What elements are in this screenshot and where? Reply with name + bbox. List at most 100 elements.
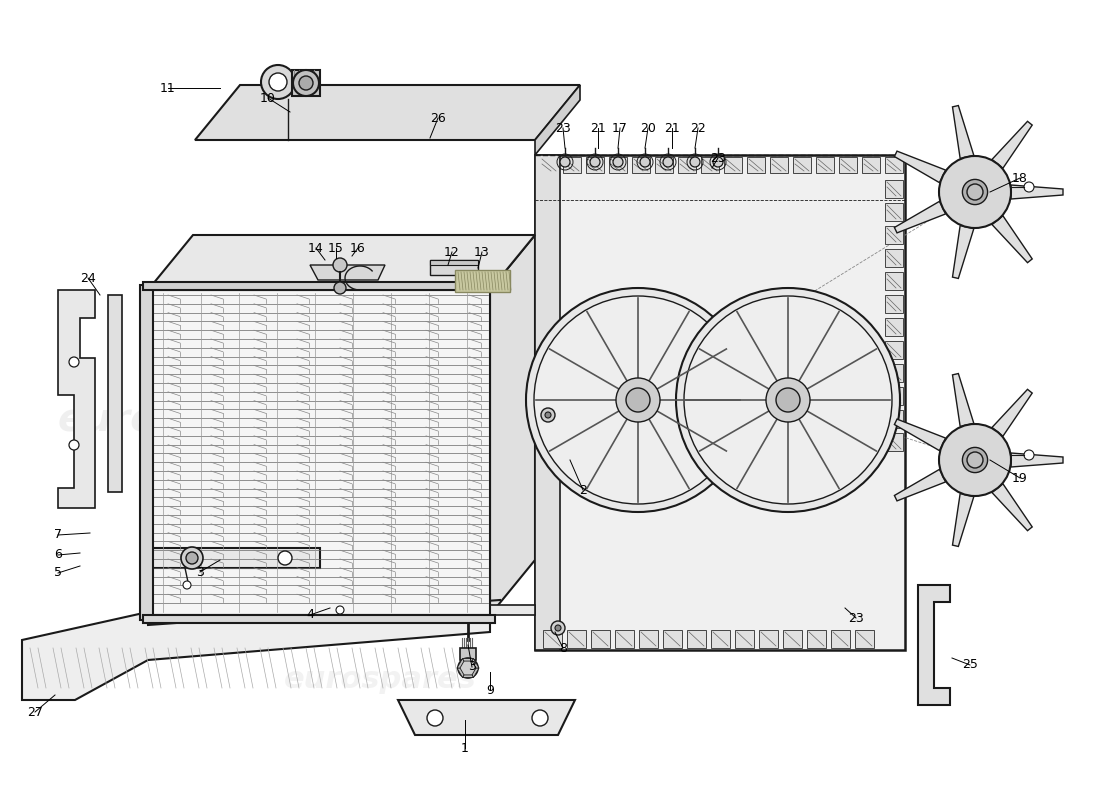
Polygon shape [1011,185,1063,199]
Polygon shape [747,157,764,173]
Polygon shape [609,157,627,173]
Circle shape [427,710,443,726]
Polygon shape [918,585,950,705]
Circle shape [626,388,650,412]
Polygon shape [735,630,754,648]
Polygon shape [148,548,320,568]
Circle shape [183,551,197,565]
Circle shape [556,625,561,631]
Polygon shape [148,605,535,615]
Polygon shape [894,470,946,501]
Polygon shape [992,216,1032,262]
Circle shape [261,65,295,99]
Polygon shape [783,630,802,648]
Circle shape [532,710,548,726]
Text: 1: 1 [461,742,469,754]
Circle shape [458,658,478,678]
Text: 21: 21 [664,122,680,134]
Circle shape [182,547,204,569]
Circle shape [333,258,346,272]
Circle shape [967,184,983,200]
Text: eurospares: eurospares [458,511,703,549]
Text: 23: 23 [848,611,864,625]
Polygon shape [430,260,478,275]
Text: 3: 3 [469,661,476,674]
Polygon shape [807,630,826,648]
Circle shape [541,408,556,422]
Circle shape [334,282,346,294]
Circle shape [560,157,570,167]
Polygon shape [540,157,558,173]
Polygon shape [566,630,586,648]
Polygon shape [639,630,658,648]
Circle shape [186,552,198,564]
Text: 5: 5 [54,566,62,579]
Polygon shape [472,668,478,678]
Polygon shape [632,157,650,173]
Polygon shape [816,157,834,173]
Polygon shape [292,70,320,96]
Polygon shape [663,630,682,648]
Circle shape [962,447,988,473]
Polygon shape [886,180,903,198]
Text: 22: 22 [690,122,706,134]
Polygon shape [886,387,903,405]
Polygon shape [563,157,581,173]
Circle shape [183,581,191,589]
Polygon shape [140,285,153,620]
Circle shape [713,157,723,167]
Polygon shape [148,235,535,290]
Polygon shape [793,157,811,173]
Circle shape [270,73,287,91]
Polygon shape [456,668,464,678]
Polygon shape [586,157,604,173]
Circle shape [278,551,292,565]
Text: 2: 2 [579,483,587,497]
Circle shape [1024,182,1034,192]
Polygon shape [143,615,495,623]
Polygon shape [759,630,778,648]
Polygon shape [839,157,857,173]
Text: 24: 24 [80,271,96,285]
Polygon shape [688,630,706,648]
Polygon shape [678,157,696,173]
Circle shape [684,296,892,504]
Text: eurospares: eurospares [284,666,476,694]
Polygon shape [460,648,476,660]
Polygon shape [886,226,903,244]
Text: 7: 7 [54,529,62,542]
Polygon shape [591,630,611,648]
Circle shape [613,157,623,167]
Circle shape [616,378,660,422]
Text: 17: 17 [612,122,628,134]
Circle shape [293,70,319,96]
Polygon shape [535,155,560,650]
Polygon shape [992,390,1032,436]
Polygon shape [886,433,903,451]
Text: 10: 10 [260,91,276,105]
Circle shape [967,452,983,468]
Text: 13: 13 [474,246,490,258]
Circle shape [663,157,673,167]
Polygon shape [543,630,562,648]
Polygon shape [886,249,903,267]
Circle shape [676,288,900,512]
Polygon shape [472,658,478,668]
Text: 20: 20 [640,122,656,134]
Text: 15: 15 [328,242,344,254]
Text: 18: 18 [1012,171,1027,185]
Polygon shape [455,270,510,292]
Polygon shape [894,419,946,450]
Polygon shape [535,85,580,155]
Text: 12: 12 [444,246,460,258]
Polygon shape [535,155,905,650]
Polygon shape [456,658,464,668]
Text: 27: 27 [28,706,43,718]
Circle shape [534,296,742,504]
Polygon shape [724,157,743,173]
Polygon shape [953,226,974,278]
Polygon shape [654,157,673,173]
Text: 8: 8 [559,642,566,654]
Circle shape [69,357,79,367]
Text: 3: 3 [196,566,204,578]
